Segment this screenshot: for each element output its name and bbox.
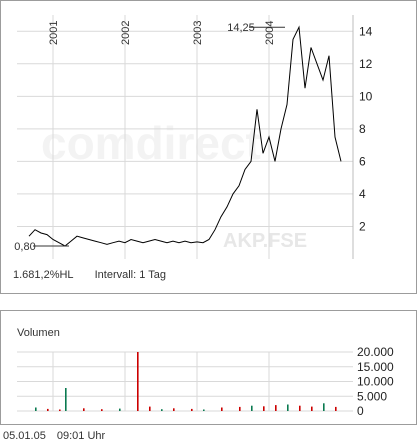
- volume-bar: [191, 408, 193, 411]
- volume-bar: [323, 403, 325, 411]
- footer-date: 05.01.05: [3, 430, 46, 442]
- price-x-tick-label: 2001: [48, 21, 60, 45]
- price-y-tick-label: 6: [359, 154, 366, 168]
- volume-bar: [263, 406, 265, 411]
- volume-bar: [35, 407, 37, 411]
- footer-timestamp: 05.01.05 09:01 Uhr: [3, 430, 113, 442]
- volume-y-tick-label: 20.000: [357, 345, 394, 359]
- volume-bar: [287, 404, 289, 411]
- volume-y-tick-label: 0: [357, 404, 364, 418]
- price-x-tick-label: 2004: [264, 21, 276, 45]
- price-y-tick-label: 14: [359, 24, 373, 38]
- volume-bar: [161, 409, 163, 411]
- volume-bar: [173, 408, 175, 411]
- chart-info: 1.681,2%HL Intervall: 1 Tag: [13, 269, 184, 281]
- price-x-tick-label: 2003: [192, 21, 204, 45]
- volume-y-tick-label: 5.000: [357, 389, 387, 403]
- volume-bar: [251, 405, 253, 411]
- range-label: 1.681,2%HL: [13, 269, 74, 281]
- volume-title: Volumen: [17, 327, 60, 339]
- price-x-tick-label: 2002: [120, 21, 132, 45]
- volume-bar: [311, 406, 313, 411]
- price-y-tick-label: 8: [359, 122, 366, 136]
- volume-bar: [335, 406, 337, 411]
- price-y-tick-label: 12: [359, 57, 373, 71]
- footer-time: 09:01 Uhr: [56, 430, 106, 442]
- volume-bar: [275, 405, 277, 411]
- price-y-tick-label: 10: [359, 89, 373, 103]
- volume-y-tick-label: 15.000: [357, 360, 394, 374]
- annotation-label: 0,80: [14, 241, 35, 253]
- volume-bar: [203, 409, 205, 411]
- volume-bar: [149, 406, 151, 411]
- annotation-label: 14,25: [227, 22, 255, 34]
- volume-bar: [47, 408, 49, 411]
- interval-label: Intervall: 1 Tag: [94, 269, 166, 281]
- volume-y-tick-label: 10.000: [357, 375, 394, 389]
- price-chart: comdirect AKP.FSE 14,25 0,80 2 4 6 8 10 12 14 2…: [14, 15, 373, 259]
- volume-bar: [299, 405, 301, 411]
- volume-bar: [83, 408, 85, 411]
- volume-bar: [59, 409, 61, 411]
- volume-chart-panel: Volumen 0 5.000 10.000 15.000 20.000: [0, 310, 417, 425]
- price-y-tick-label: 4: [359, 187, 366, 201]
- watermark: comdirect: [41, 117, 261, 169]
- volume-bar: [65, 388, 67, 411]
- volume-bar: [101, 409, 103, 411]
- volume-bar: [239, 406, 241, 411]
- price-y-tick-label: 2: [359, 219, 366, 233]
- price-line: [28, 25, 342, 247]
- volume-bar: [221, 407, 223, 411]
- volume-bar: [119, 408, 121, 411]
- volume-bar: [137, 352, 139, 411]
- price-chart-panel: comdirect AKP.FSE 14,25 0,80 2 4 6 8 10 12 14 2…: [0, 0, 417, 294]
- symbol-watermark: AKP.FSE: [223, 230, 307, 252]
